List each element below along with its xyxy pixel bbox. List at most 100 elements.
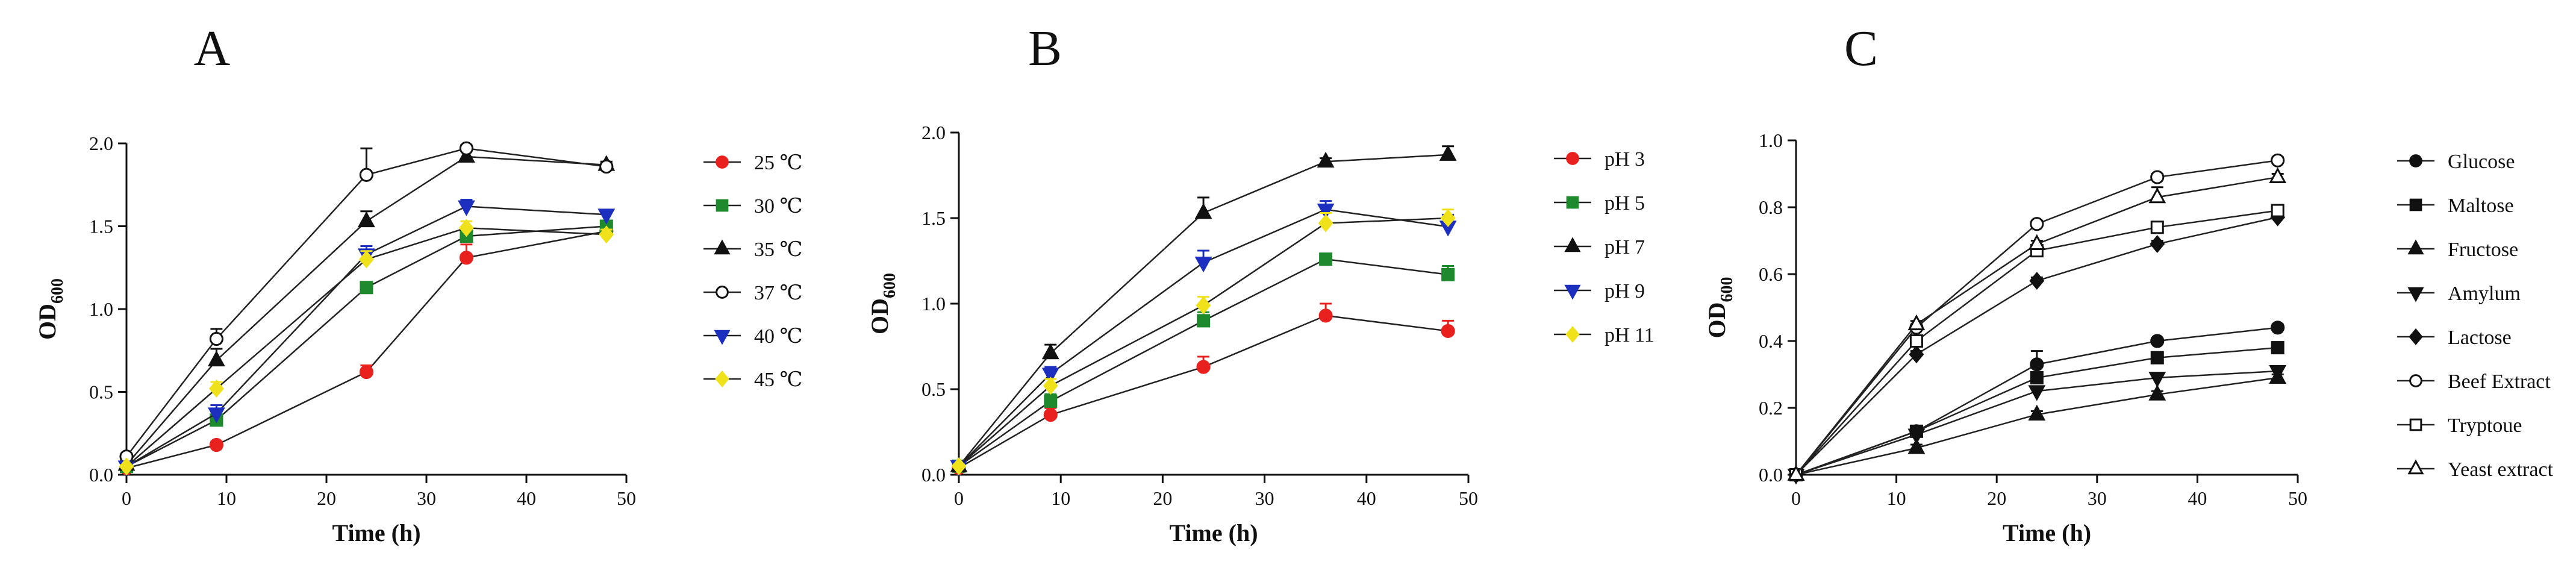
panel-a-data-point: [597, 208, 616, 225]
panel-c-x-tick-label: 40: [2188, 487, 2207, 509]
panel-c-data-point: [2269, 365, 2287, 381]
panel-a-data-point: [458, 219, 474, 237]
panel-c-legend-label: Glucose: [2448, 151, 2515, 173]
panel-c-x-tick-label: 30: [2088, 487, 2107, 509]
panel-c-data-point: [2271, 204, 2284, 217]
panel-b-data-point: [1196, 296, 1211, 314]
panel-c-y-tick-label: 1.0: [1759, 130, 1783, 151]
panel-c-legend-marker: [2407, 239, 2424, 255]
panel-a-data-point: [358, 250, 374, 269]
panel-c-data-point: [2030, 357, 2044, 372]
panel-c-data-point: [1787, 465, 1805, 481]
panel-b-series-4: [951, 208, 1456, 475]
panel-b-x-tick-label: 30: [1255, 487, 1274, 509]
panel-b-x-tick-label: 0: [954, 487, 964, 509]
panel-c-series-5: [1789, 153, 2285, 482]
panel-c-legend-marker: [2409, 374, 2422, 387]
panel-c-data-point: [2271, 341, 2284, 355]
panel-b-x-tick-label: 50: [1459, 487, 1478, 509]
panel-b-data-point: [1441, 324, 1455, 339]
panel-b-data-point: [951, 457, 967, 475]
panel-c-data-point: [2148, 372, 2166, 388]
panel-a-x-tick-label: 10: [217, 487, 236, 509]
panel-c-data-point: [2028, 385, 2046, 401]
panel-c-data-point: [2150, 334, 2165, 348]
panel-b-legend-marker: [1565, 325, 1580, 343]
panel-a-legend-marker: [714, 239, 731, 255]
panel-a-y-tick-label: 2.0: [89, 133, 113, 154]
panel-b-legend-item: pH 7: [1554, 236, 1645, 258]
panel-b-series-3: [950, 200, 1457, 477]
panel-c-y-tick-label: 0.2: [1759, 397, 1783, 419]
panel-c-series-3: [1787, 365, 2287, 485]
panel-c-data-point: [1909, 345, 1924, 364]
panel-a-data-point: [207, 407, 225, 424]
panel-b-data-point: [1318, 308, 1333, 323]
panel-a-legend-label: 37 ℃: [754, 282, 803, 304]
panel-c-legend-item: Amylum: [2397, 283, 2521, 305]
panel-c-legend-item: Fructose: [2397, 239, 2518, 261]
panel-c-data-point: [2030, 217, 2044, 231]
panel-b-data-point: [1319, 252, 1333, 266]
panel-c-legend-marker: [2409, 198, 2422, 211]
panel-a-legend-label: 25 ℃: [754, 152, 803, 174]
panel-a-legend-label: 35 ℃: [754, 239, 803, 261]
panel-a-legend-item: 35 ℃: [703, 239, 803, 261]
panel-a-series-4: [117, 199, 616, 477]
panel-b-data-point: [1317, 203, 1335, 220]
panel-b-data-point: [1441, 267, 1455, 281]
panel-c-series-line: [1795, 327, 2278, 476]
panel-c-data-point: [1907, 314, 1926, 331]
panel-c-data-point: [2271, 321, 2285, 335]
panel-a-legend-marker: [716, 199, 729, 212]
panel-c-data-point: [2271, 153, 2285, 167]
panel-b-y-axis-title-main: OD: [866, 298, 893, 334]
panel-c-legend-item: Yeast extract: [2397, 458, 2554, 481]
panel-b: B 0.0 0.5 1.0 1.5 2.0 0 10 20 30 40 50 Time (h) OD60…: [866, 20, 1654, 546]
panel-a-y-axis-title-main: OD: [34, 304, 61, 340]
panel-c-legend-marker: [2407, 459, 2424, 475]
panel-b-legend: pH 3 pH 5 pH 7 pH 9 pH 11: [1554, 148, 1654, 346]
panel-c-y-tick-label: 0.4: [1759, 330, 1783, 352]
panel-c-legend-label: Maltose: [2448, 195, 2514, 217]
panel-b-legend-label: pH 11: [1605, 324, 1654, 346]
panel-b-legend-item: pH 11: [1554, 324, 1654, 346]
panel-c-legend-marker: [2407, 287, 2424, 302]
panel-a-legend-item: 40 ℃: [703, 325, 803, 348]
panel-a-x-axis-title: Time (h): [332, 519, 420, 546]
panel-c-series: [1787, 153, 2287, 485]
panel-b-x-tick-label: 20: [1153, 487, 1172, 509]
panel-a-legend-label: 40 ℃: [754, 325, 803, 348]
panel-a-x-tick-label: 0: [122, 487, 131, 509]
panel-c-axes: 0.0 0.2 0.4 0.6 0.8 1.0 0 10 20 30 40 50 Time (h) OD6…: [1703, 130, 2307, 546]
panel-b-legend-marker: [1564, 237, 1581, 252]
panel-c-legend-label: Fructose: [2448, 239, 2518, 261]
panel-c-y-axis-title-sub: 600: [1718, 277, 1736, 302]
panel-c-legend-marker: [2409, 328, 2423, 346]
panel-c-data-point: [2150, 221, 2164, 234]
panel-c-data-point: [1907, 438, 1926, 454]
panel-a: A 0.0 0.5 1.0 1.5 2.0 0 10 20 30 40 50 Time (h) OD60…: [34, 20, 803, 546]
panel-a-data-point: [599, 225, 614, 244]
panel-c-legend-item: Tryptoue: [2397, 415, 2522, 437]
panel-c-series-6: [1789, 204, 2284, 482]
panel-c-data-point: [2269, 167, 2287, 183]
panel-c-x-tick-label: 50: [2288, 487, 2307, 509]
panel-b-series-1: [952, 252, 1455, 473]
panel-b-y-tick-label: 2.0: [922, 122, 946, 143]
panel-a-y-tick-label: 1.5: [89, 216, 113, 237]
panel-c: C 0.0 0.2 0.4 0.6 0.8 1.0 0 10 20 30 40 50 Time (h) O…: [1703, 20, 2554, 546]
panel-c-legend-item: Beef Extract: [2397, 371, 2551, 393]
panel-b-legend-marker: [1564, 284, 1581, 300]
panel-c-data-point: [1907, 428, 1926, 445]
panel-a-legend-item: 37 ℃: [703, 282, 803, 304]
panel-c-y-axis-title-main: OD: [1703, 302, 1730, 339]
panel-a-legend-item: 30 ℃: [703, 195, 803, 217]
panel-a-data-point: [119, 457, 134, 476]
panel-b-legend-label: pH 5: [1605, 192, 1645, 214]
panel-c-y-tick-label: 0.0: [1759, 464, 1783, 486]
panel-a-data-point: [459, 251, 473, 265]
panel-c-x-tick-label: 10: [1887, 487, 1906, 509]
